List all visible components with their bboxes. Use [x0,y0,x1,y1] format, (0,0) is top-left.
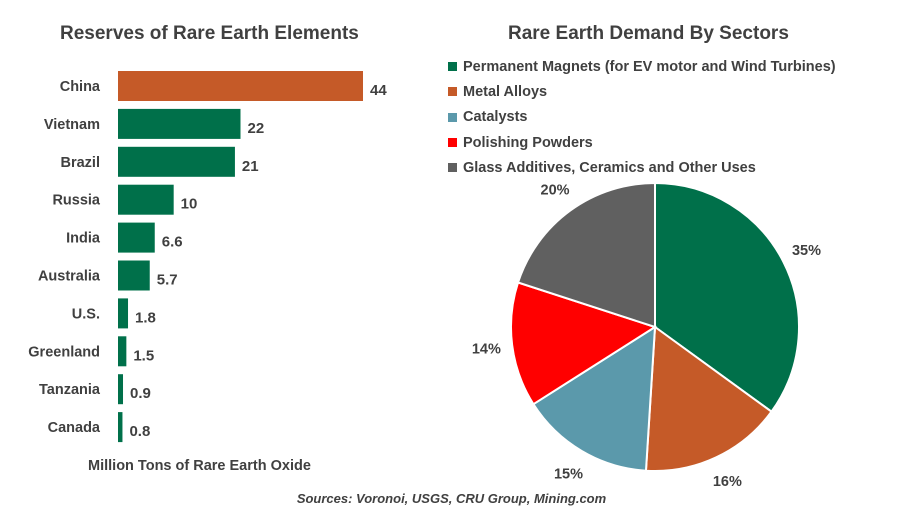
bar [118,184,174,215]
pie-chart: 35% 16% 15% 14% 20% [472,181,821,490]
bar [118,298,129,329]
legend-item: Permanent Magnets (for EV motor and Wind… [448,54,836,79]
data-label: 1.8 [135,309,156,326]
pie-slice [516,181,656,329]
pie-slice [644,325,773,472]
category-label: China [60,79,101,95]
data-label: 44 [370,82,387,99]
slice-label: 35% [792,243,821,259]
bar [118,71,363,101]
data-label: 22 [248,120,265,137]
legend-swatch [448,62,457,72]
legend-swatch [448,87,457,97]
category-label: Tanzania [39,382,101,398]
bar [118,336,127,367]
pie-legend: Permanent Magnets (for EV motor and Wind… [448,54,836,180]
bar [118,260,150,291]
legend-item: Polishing Powders [448,130,836,155]
bar-x-axis-label: Million Tons of Rare Earth Oxide [88,458,311,474]
data-label: 5.7 [157,272,178,289]
data-label: 21 [242,158,259,175]
legend-swatch [448,163,457,173]
legend-swatch [448,112,457,122]
data-label: 0.9 [130,385,151,402]
legend-label: Metal Alloys [463,83,548,100]
data-label: 0.8 [129,423,150,440]
bar-chart-title: Reserves of Rare Earth Elements [60,23,359,44]
category-label: Australia [38,269,101,285]
data-label: 1.5 [133,347,154,364]
bar [118,374,124,405]
data-label: 6.6 [162,234,183,251]
bar [118,108,241,139]
pie-slice [510,281,658,406]
bar [118,222,155,253]
bar [118,412,123,443]
legend-label: Polishing Powders [463,134,593,151]
legend-item: Catalysts [448,105,836,130]
legend-label: Catalysts [463,109,528,126]
category-label: Vietnam [44,117,100,133]
pie-slice [654,181,800,414]
legend-swatch [448,138,457,148]
slice-label: 16% [713,474,742,490]
legend-item: Glass Additives, Ceramics and Other Uses [448,155,836,180]
bar [118,146,235,177]
category-label: Russia [52,193,100,209]
legend-item: Metal Alloys [448,79,836,104]
legend-label: Glass Additives, Ceramics and Other Uses [463,159,756,176]
category-label: Brazil [61,155,101,171]
pie-slice [532,325,657,472]
slice-label: 20% [541,182,570,198]
bar-chart: China 44 Vietnam 22 Brazil 21 Russia 10 India 6.6… [28,71,387,443]
category-label: Canada [48,420,101,436]
source-note: Sources: Voronoi, USGS, CRU Group, Minin… [296,491,607,506]
category-label: Greenland [28,344,100,360]
pie-chart-title: Rare Earth Demand By Sectors [508,23,789,44]
category-label: India [66,231,101,247]
slice-label: 14% [472,341,501,357]
legend-label: Permanent Magnets (for EV motor and Wind… [463,58,836,75]
slice-label: 15% [554,466,583,482]
category-label: U.S. [72,306,100,322]
data-label: 10 [181,196,198,213]
